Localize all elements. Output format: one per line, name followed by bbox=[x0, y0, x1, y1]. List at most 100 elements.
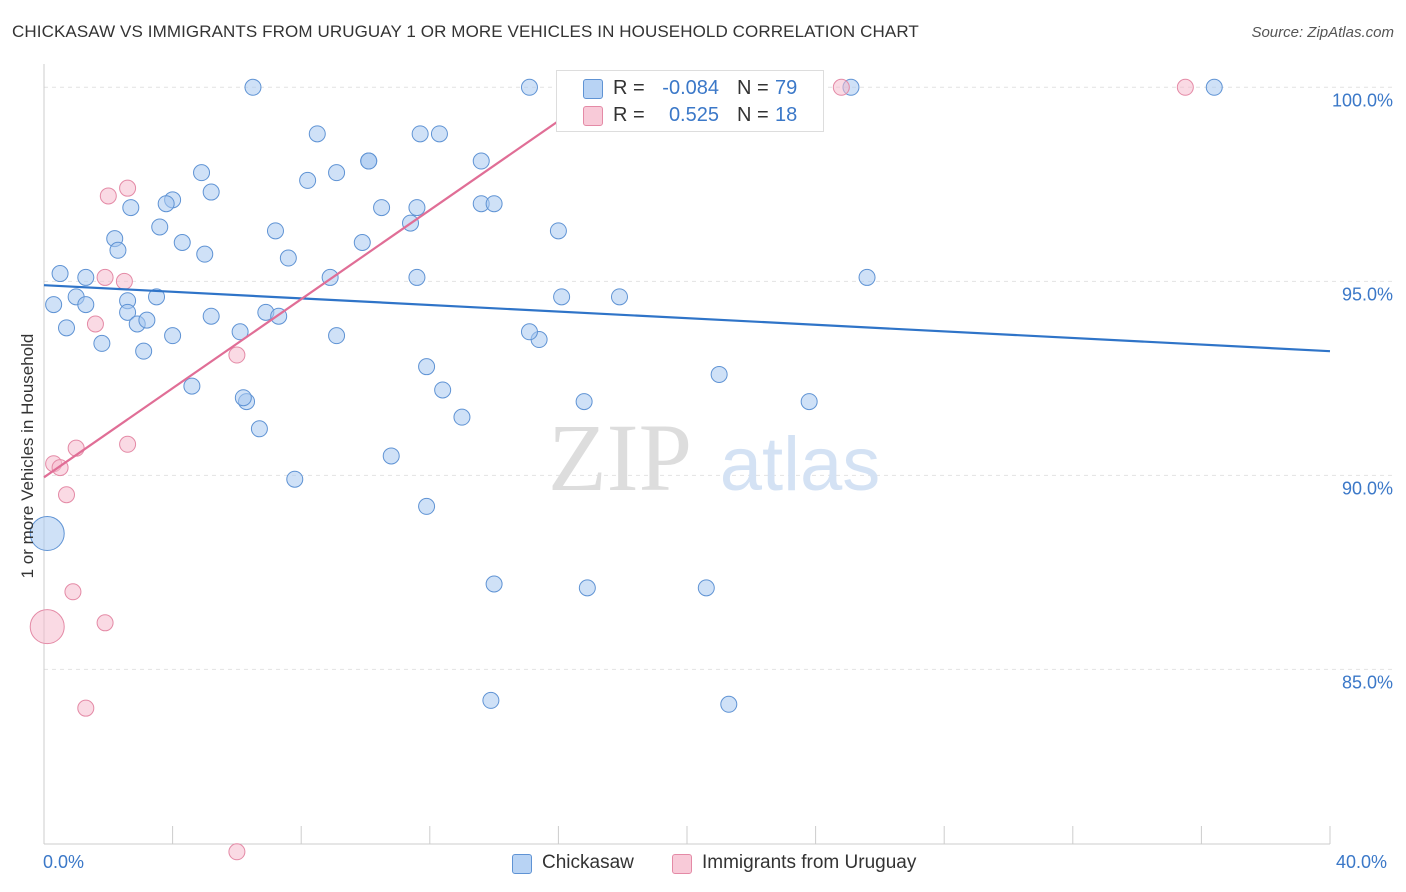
series-legend: Chickasaw Immigrants from Uruguay bbox=[0, 852, 1406, 878]
chickasaw-point bbox=[250, 420, 268, 438]
uruguay-point bbox=[115, 272, 133, 290]
source-label: Source: ZipAtlas.com bbox=[1251, 24, 1394, 41]
chickasaw-point bbox=[148, 288, 166, 306]
chickasaw-point bbox=[485, 195, 503, 213]
chickasaw-point bbox=[472, 152, 490, 170]
chickasaw-point bbox=[58, 319, 76, 337]
trend-line-uruguay bbox=[43, 86, 608, 479]
watermark: ZIP atlas bbox=[548, 404, 880, 511]
legend-r-label: R = bbox=[613, 104, 645, 126]
uruguay-point bbox=[77, 699, 95, 717]
chickasaw-point bbox=[328, 327, 346, 345]
y-axis-label: 1 or more Vehicles in Household bbox=[18, 333, 37, 579]
trend-line-chickasaw bbox=[43, 284, 1331, 353]
legend-n-label: N = bbox=[737, 77, 769, 99]
y-tick-label: 95.0% bbox=[1342, 284, 1393, 304]
legend-label-uruguay: Immigrants from Uruguay bbox=[702, 852, 917, 873]
chickasaw-point bbox=[279, 249, 297, 267]
chickasaw-point bbox=[193, 164, 211, 182]
uruguay-point bbox=[96, 268, 114, 286]
chickasaw-point bbox=[173, 234, 191, 252]
uruguay-point bbox=[86, 315, 104, 333]
legend-swatch-uruguay bbox=[583, 106, 603, 126]
chickasaw-point bbox=[430, 125, 448, 143]
uruguay-point bbox=[96, 614, 114, 632]
chickasaw-point bbox=[51, 265, 69, 283]
trend-layer bbox=[43, 86, 1331, 479]
legend-label-chickasaw: Chickasaw bbox=[542, 852, 634, 873]
chickasaw-point bbox=[93, 334, 111, 352]
stats-legend: R = -0.084 N = 79 R = 0.525 N = 18 bbox=[556, 70, 824, 132]
chickasaw-point bbox=[418, 497, 436, 515]
chickasaw-point bbox=[138, 311, 156, 329]
chickasaw-point bbox=[578, 579, 596, 597]
chickasaw-point bbox=[411, 125, 429, 143]
chickasaw-point bbox=[164, 327, 182, 345]
chickasaw-point bbox=[408, 199, 426, 217]
chickasaw-point bbox=[202, 307, 220, 325]
legend-swatch-chickasaw bbox=[583, 79, 603, 99]
uruguay-point bbox=[832, 78, 850, 96]
chickasaw-point bbox=[360, 152, 378, 170]
chickasaw-point bbox=[266, 222, 284, 240]
legend-n-value: 18 bbox=[775, 104, 798, 126]
legend-r-value: -0.084 bbox=[662, 77, 719, 99]
legend-row-uruguay: R = 0.525 N = 18 bbox=[557, 102, 823, 130]
uruguay-point bbox=[119, 179, 137, 197]
chickasaw-point bbox=[549, 222, 567, 240]
uruguay-point bbox=[228, 843, 246, 861]
uruguay-point bbox=[29, 609, 65, 645]
chickasaw-point bbox=[151, 218, 169, 236]
y-tick-label: 85.0% bbox=[1342, 672, 1393, 692]
chickasaw-point bbox=[119, 303, 137, 321]
uruguay-point bbox=[58, 486, 76, 504]
uruguay-point bbox=[228, 346, 246, 364]
axis-layer bbox=[43, 64, 1331, 845]
chickasaw-point bbox=[1205, 78, 1223, 96]
y-tick-label: 100.0% bbox=[1332, 90, 1393, 110]
chickasaw-point bbox=[408, 268, 426, 286]
chickasaw-point bbox=[520, 323, 538, 341]
chickasaw-point bbox=[485, 575, 503, 593]
chickasaw-point bbox=[482, 691, 500, 709]
chickasaw-point bbox=[244, 78, 262, 96]
chickasaw-point bbox=[373, 199, 391, 217]
chickasaw-point bbox=[434, 381, 452, 399]
y-tick-labels: 100.0% 95.0% 90.0% 85.0% bbox=[1332, 90, 1393, 692]
chickasaw-point bbox=[77, 296, 95, 314]
watermark-atlas: atlas bbox=[720, 422, 881, 507]
chickasaw-point bbox=[697, 579, 715, 597]
chickasaw-point bbox=[328, 164, 346, 182]
x-tick-label-max: 40.0% bbox=[1336, 852, 1388, 872]
chickasaw-point bbox=[135, 342, 153, 360]
chickasaw-point bbox=[231, 323, 249, 341]
chickasaw-point bbox=[202, 183, 220, 201]
chickasaw-point bbox=[308, 125, 326, 143]
watermark-zip: ZIP bbox=[548, 404, 692, 511]
legend-swatch-chickasaw bbox=[512, 854, 532, 874]
chickasaw-point bbox=[353, 234, 371, 252]
chickasaw-point bbox=[196, 245, 214, 263]
chickasaw-point bbox=[382, 447, 400, 465]
chickasaw-point bbox=[720, 695, 738, 713]
uruguay-point bbox=[119, 435, 137, 453]
chickasaw-point bbox=[520, 78, 538, 96]
x-tick-label-min: 0.0% bbox=[43, 852, 85, 872]
legend-r-label: R = bbox=[613, 77, 645, 99]
chickasaw-point bbox=[299, 171, 317, 189]
chickasaw-point bbox=[710, 365, 728, 383]
uruguay-point bbox=[64, 583, 82, 601]
chickasaw-point bbox=[77, 268, 95, 286]
chickasaw-point bbox=[109, 241, 127, 259]
legend-r-value: 0.525 bbox=[668, 104, 719, 126]
chickasaw-point bbox=[858, 268, 876, 286]
chickasaw-point bbox=[157, 195, 175, 213]
legend-row-chickasaw: R = -0.084 N = 79 bbox=[557, 75, 823, 103]
chickasaw-point bbox=[610, 288, 628, 306]
chickasaw-point bbox=[183, 377, 201, 395]
chickasaw-point bbox=[800, 393, 818, 411]
legend-n-value: 79 bbox=[775, 77, 798, 99]
chart-title: CHICKASAW VS IMMIGRANTS FROM URUGUAY 1 O… bbox=[12, 22, 919, 41]
chickasaw-point bbox=[453, 408, 471, 426]
